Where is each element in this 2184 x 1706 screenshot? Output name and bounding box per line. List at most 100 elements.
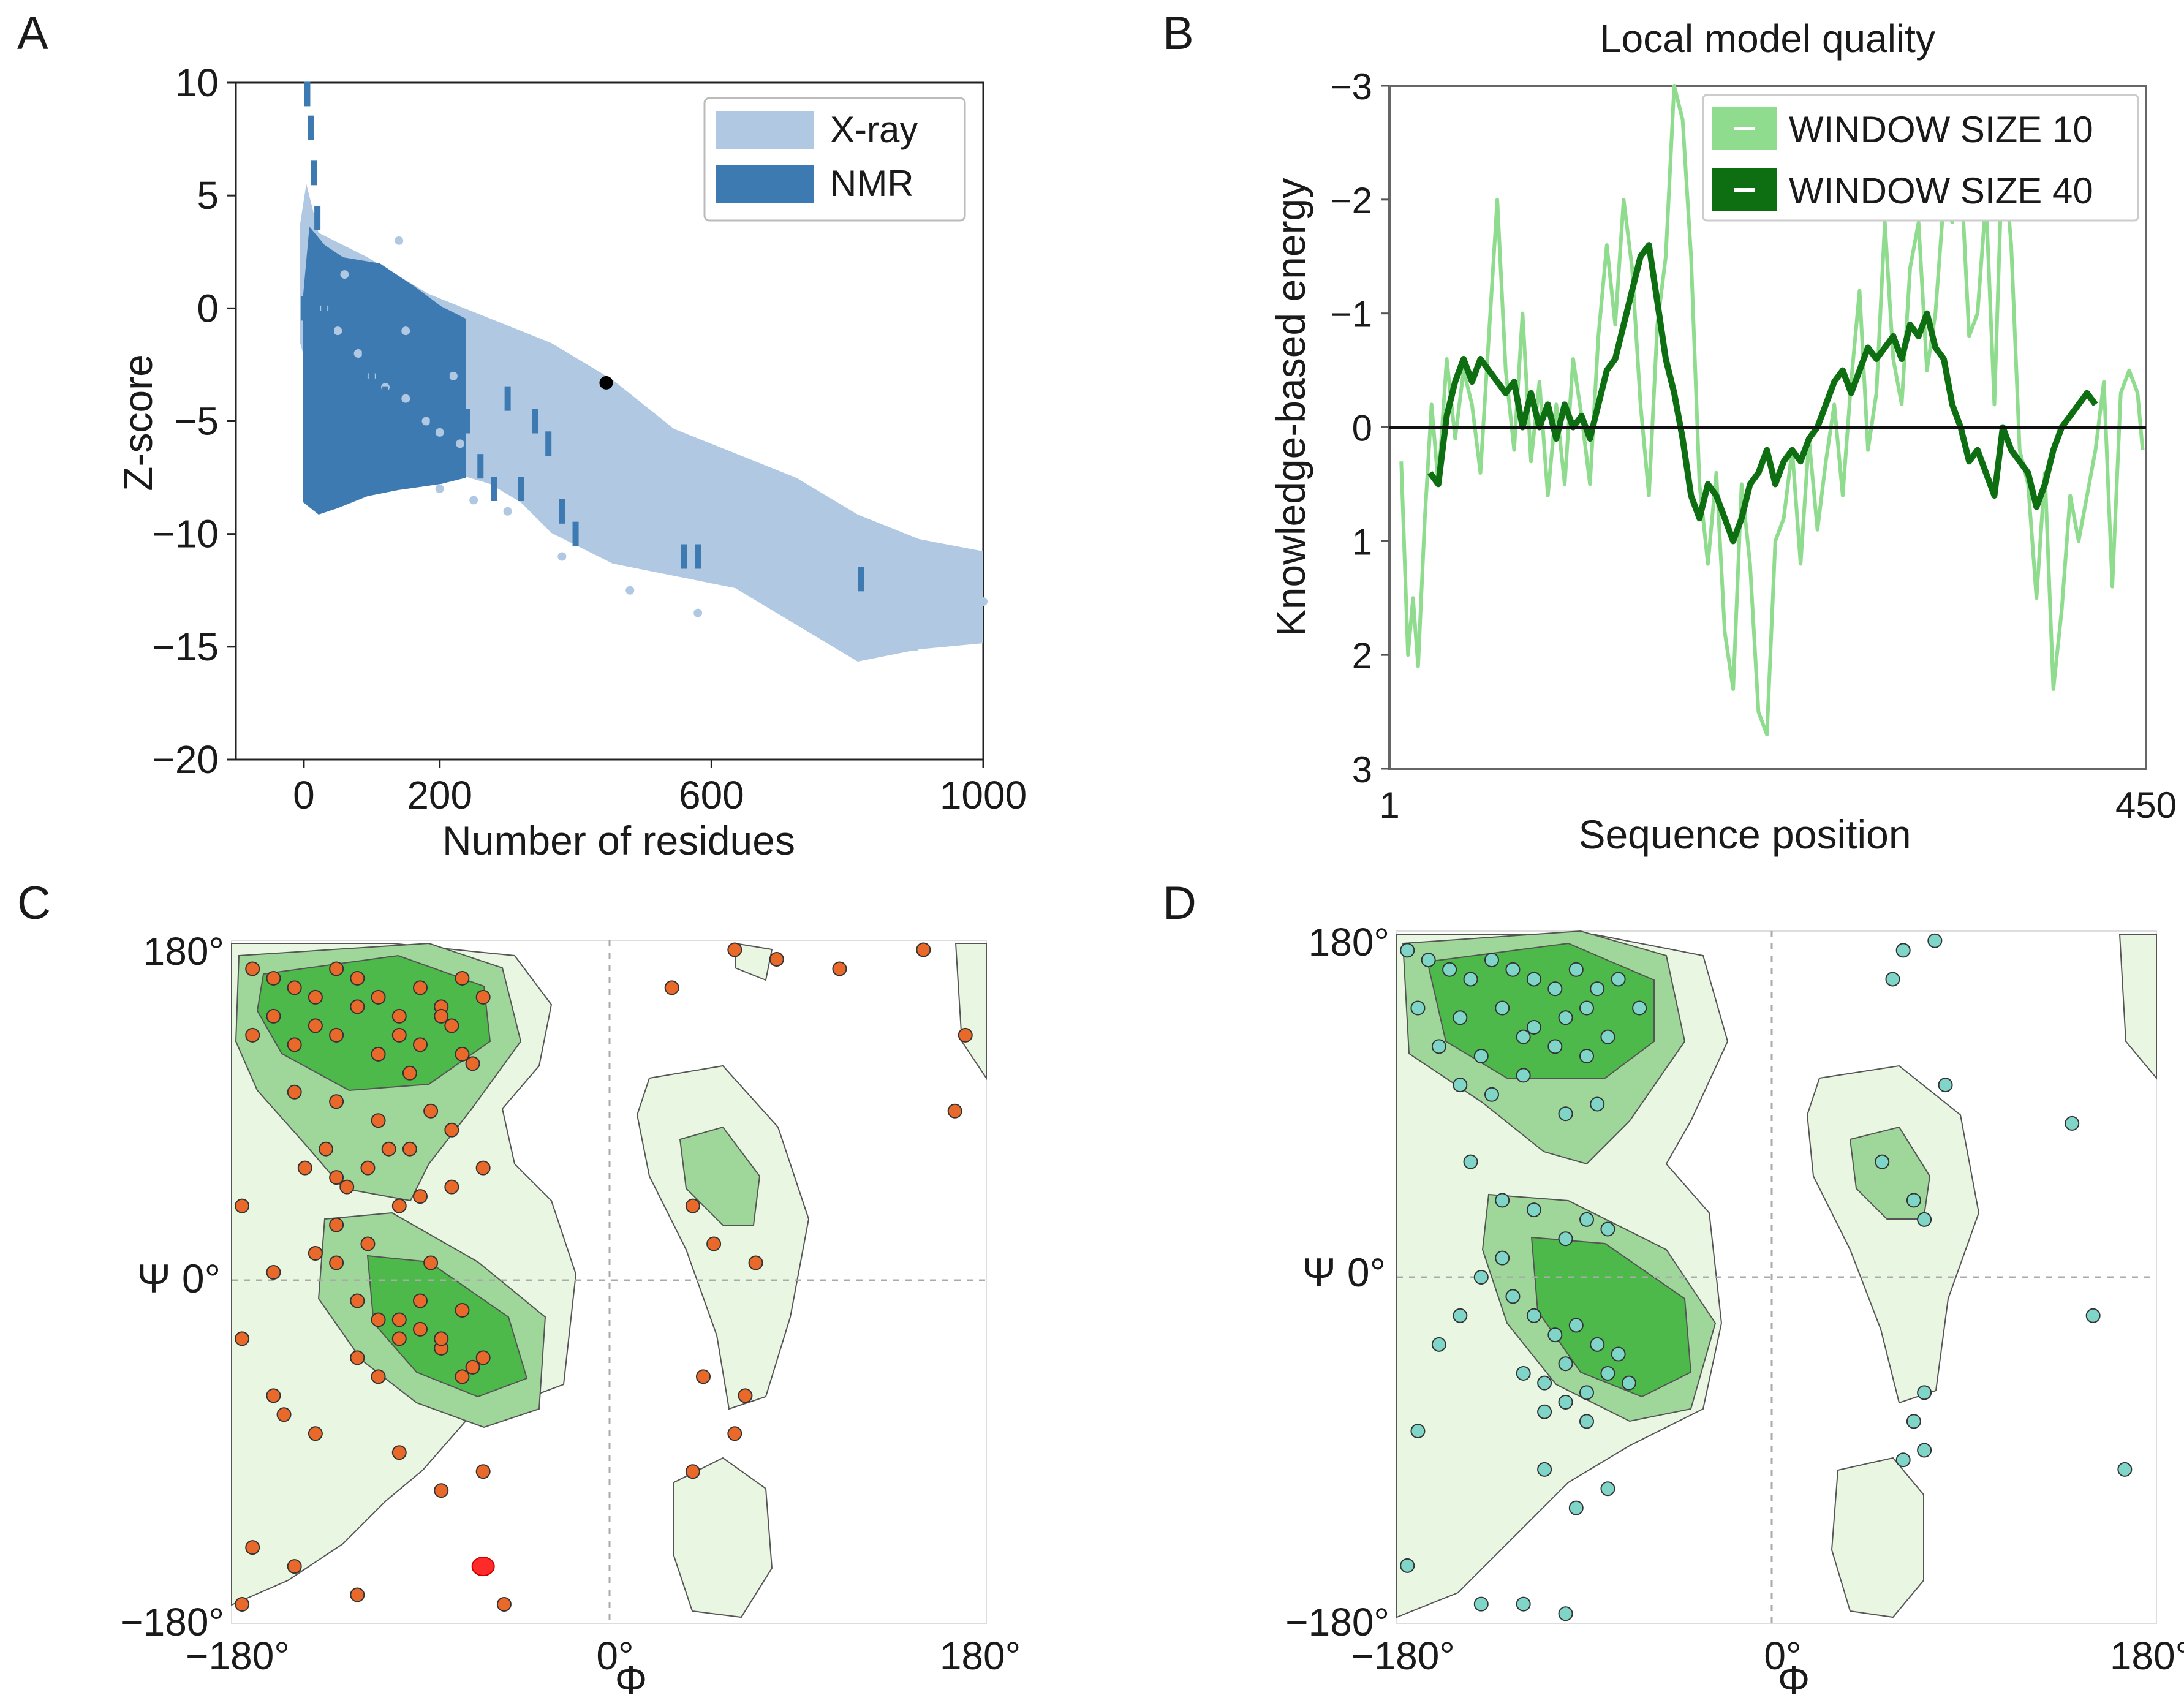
residue-point [350,1587,365,1602]
xray-point [945,631,954,640]
xray-point [469,349,478,358]
residue-point [455,970,470,986]
xray-point [911,642,920,651]
window-40-line [1427,242,2098,545]
chart-a-legend: X-ray NMR [703,97,966,222]
residue-point [727,942,742,957]
nmr-point [304,81,311,107]
nmr-density-cloud [303,227,466,515]
residue-point [1526,972,1541,987]
residue-point [727,1426,742,1441]
xray-point [598,507,607,516]
residue-point [329,961,344,976]
xray-point [625,586,635,595]
chart-a: 0 200 600 1000 10 5 0 −10 −15 −20 −5 X-ray NMR Num… [115,61,1027,863]
chart-c-xlabel: Φ [615,1657,648,1702]
residue-point [402,1065,417,1081]
residue-point [297,1160,312,1176]
residue-point [444,1122,459,1138]
residue-point [1590,1337,1605,1352]
residue-point [1917,1385,1932,1400]
xray-point [333,326,342,336]
xray-point [707,552,716,561]
xtick-label-mid: 0° [1764,1634,1801,1678]
residue-point [1558,1106,1573,1122]
chart-b-xtick-label: 1 [1379,785,1399,826]
residue-point [1516,1596,1531,1612]
residue-point [1558,1231,1573,1247]
residue-point [1431,1039,1446,1054]
xtick-label-mid: 0° [596,1634,633,1678]
residue-point [391,1198,407,1213]
nmr-point [545,431,552,456]
residue-point [1537,1375,1552,1391]
residue-point [1579,1000,1594,1016]
xray-point [544,485,553,493]
ytick-label-bottom: −180° [1285,1600,1389,1644]
nmr-point [559,499,565,524]
residue-point [455,1046,470,1062]
nmr-point [858,567,864,592]
residue-point [444,1018,459,1033]
chart-a-xtick-label: 0 [293,773,315,817]
chart-b-legend: WINDOW SIZE 10 WINDOW SIZE 40 [1702,94,2139,222]
xray-point [652,439,662,448]
residue-point [413,1321,428,1337]
residue-point [1505,1289,1521,1304]
residue-point [423,1103,439,1119]
residue-point [371,1046,386,1062]
residue-point [1875,1154,1890,1169]
xray-point [856,529,866,538]
residue-point [329,1027,344,1043]
residue-point [1895,1452,1911,1468]
residue-point [1917,1443,1932,1458]
residue-point [371,1312,386,1327]
residue-point [391,1027,407,1043]
residue-point [1558,1395,1573,1410]
residue-point [916,942,931,957]
residue-point [1410,1424,1426,1439]
residue-point [245,961,260,976]
residue-point [434,1331,449,1346]
residue-point [664,980,679,995]
residue-point [2085,1308,2101,1323]
ytick-label-bottom: −180° [120,1600,224,1644]
residue-point [1495,1000,1510,1016]
residue-point [1473,1270,1489,1285]
legend-a-nmr-label: NMR [830,163,914,204]
residue-point [308,1018,323,1033]
xray-point [523,473,532,482]
residue-point [706,1236,722,1251]
residue-point [1484,1087,1499,1102]
nmr-point [334,341,341,366]
residue-point [1906,1193,1921,1208]
residue-point [475,1160,491,1176]
nmr-point [695,544,701,569]
chart-c-points [235,942,973,1612]
residue-point [287,980,302,995]
residue-point [391,1445,407,1460]
residue-point [350,970,365,986]
chart-d-beta-core [1426,942,1655,1079]
chart-d-ylabel: Ψ 0° [1302,1250,1386,1295]
residue-point [1400,943,1415,958]
residue-point [1495,1250,1510,1266]
xray-point [788,586,798,595]
xray-point [503,462,512,471]
residue-point [266,970,281,986]
residue-point [434,1008,449,1024]
xray-point [469,496,478,505]
query-model-point [599,376,613,390]
chart-b-ytick-label: −1 [1331,294,1372,335]
residue-point [287,1559,302,1574]
residue-point [947,1103,962,1119]
xray-point [843,608,852,617]
residue-point [1547,1039,1563,1054]
nmr-point [355,409,361,434]
chart-d-lower-region [1831,1457,1924,1618]
residue-point [360,1160,376,1176]
xray-point [720,473,730,482]
nmr-point [416,431,423,456]
nmr-point [504,386,511,411]
chart-d-left-alpha-region [1806,1065,1980,1404]
